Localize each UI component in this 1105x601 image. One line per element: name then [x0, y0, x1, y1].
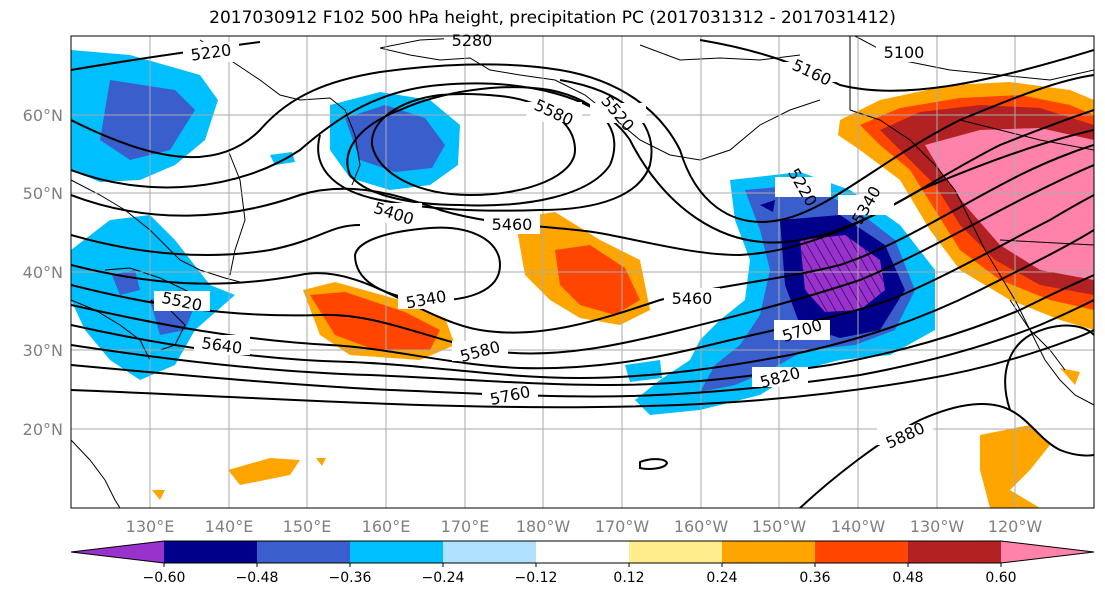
- contour-label: 5280: [452, 31, 493, 50]
- lon-label: 180°W: [516, 517, 571, 536]
- lon-label: 140°W: [831, 517, 886, 536]
- colorbar-tick-label: −0.24: [422, 570, 465, 586]
- lat-label: 60°N: [23, 106, 63, 125]
- lon-label: 130°E: [126, 517, 175, 536]
- map-frame: [70, 35, 1095, 509]
- colorbar-segment: [443, 541, 537, 563]
- colorbar-tick-label: 0.12: [613, 570, 644, 586]
- lat-label: 40°N: [23, 263, 63, 282]
- lon-label: 170°E: [441, 517, 490, 536]
- lat-label: 50°N: [23, 184, 63, 203]
- colorbar-tick-label: 0.24: [706, 570, 737, 586]
- colorbar-segment: [629, 541, 723, 563]
- height-contours: [71, 39, 1094, 508]
- map-title: 2017030912 F102 500 hPa height, precipit…: [209, 8, 896, 28]
- colorbar-segment: [164, 541, 258, 563]
- lon-label: 150°E: [283, 517, 332, 536]
- lat-label: 20°N: [23, 420, 63, 439]
- colorbar-segment: [815, 541, 909, 563]
- lat-label: 30°N: [23, 341, 63, 360]
- lon-label: 150°W: [752, 517, 807, 536]
- colorbar-segment: [536, 541, 630, 563]
- colorbar-tick-label: 0.60: [985, 570, 1016, 586]
- colorbar-tick-label: −0.12: [515, 570, 558, 586]
- colorbar-segment: [722, 541, 816, 563]
- lon-label: 160°E: [362, 517, 411, 536]
- colorbar-extend-max: [1001, 541, 1094, 563]
- colorbar-extend-min: [71, 541, 164, 563]
- latitude-labels: 60°N 50°N 40°N 30°N 20°N: [23, 106, 63, 439]
- colorbar-tick-label: −0.48: [236, 570, 279, 586]
- colorbar-tick-label: 0.36: [799, 570, 830, 586]
- lon-label: 130°W: [910, 517, 965, 536]
- colorbar-segment: [257, 541, 351, 563]
- colorbar-segment: [908, 541, 1002, 563]
- lon-label: 170°W: [595, 517, 650, 536]
- colorbar-segment: [350, 541, 444, 563]
- colorbar: −0.60 −0.48 −0.36 −0.24 −0.12 0.12 0.24 0.36 0.4…: [70, 540, 1095, 586]
- contour-label: 5100: [884, 43, 925, 62]
- colorbar-tick-label: −0.36: [329, 570, 372, 586]
- colorbar-tick-label: −0.60: [143, 570, 186, 586]
- contour-label: 5460: [672, 289, 713, 308]
- contour-label: 5460: [492, 215, 533, 234]
- lon-label: 120°W: [988, 517, 1043, 536]
- lon-label: 140°E: [205, 517, 254, 536]
- longitude-labels: 130°E 140°E 150°E 160°E 170°E 180°W 170°…: [126, 517, 1043, 536]
- lon-label: 160°W: [674, 517, 729, 536]
- colorbar-tick-label: 0.48: [892, 570, 923, 586]
